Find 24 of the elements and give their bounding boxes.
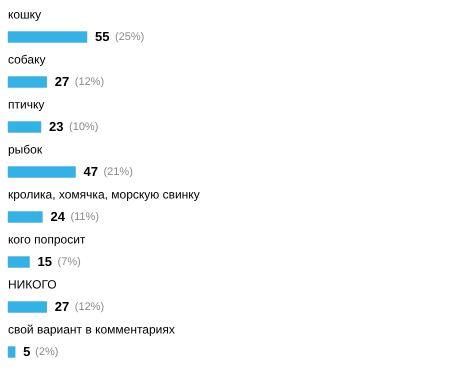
y-tick-label: кошку (8, 8, 42, 22)
text: 23 (10%) (49, 119, 98, 134)
bar (8, 256, 30, 268)
bar (8, 346, 16, 358)
bar (8, 166, 76, 178)
y-tick-label: рыбок (8, 142, 43, 156)
y-tick-label: кролика, хомячка, морскую свинку (8, 188, 200, 202)
bar (8, 31, 88, 43)
data-label: 5 (2%) (23, 344, 58, 359)
text: 47 (21%) (84, 164, 133, 179)
y-tick-label: свой вариант в комментариях (8, 322, 175, 336)
y-tick-label: собаку (8, 52, 46, 66)
text: 27 (12%) (54, 74, 104, 89)
text: 55 (25%) (95, 29, 144, 44)
text: 27 (12%) (54, 299, 104, 314)
y-tick-label: птичку (8, 98, 44, 112)
bar (8, 121, 42, 133)
y-tick-label: НИКОГО (8, 278, 57, 292)
text: 24 (11%) (50, 209, 100, 224)
bar (8, 76, 48, 88)
bar (8, 211, 43, 223)
text: 15 (7%) (38, 254, 81, 269)
y-tick-label: кого попросит (8, 232, 86, 246)
bar (8, 301, 48, 313)
